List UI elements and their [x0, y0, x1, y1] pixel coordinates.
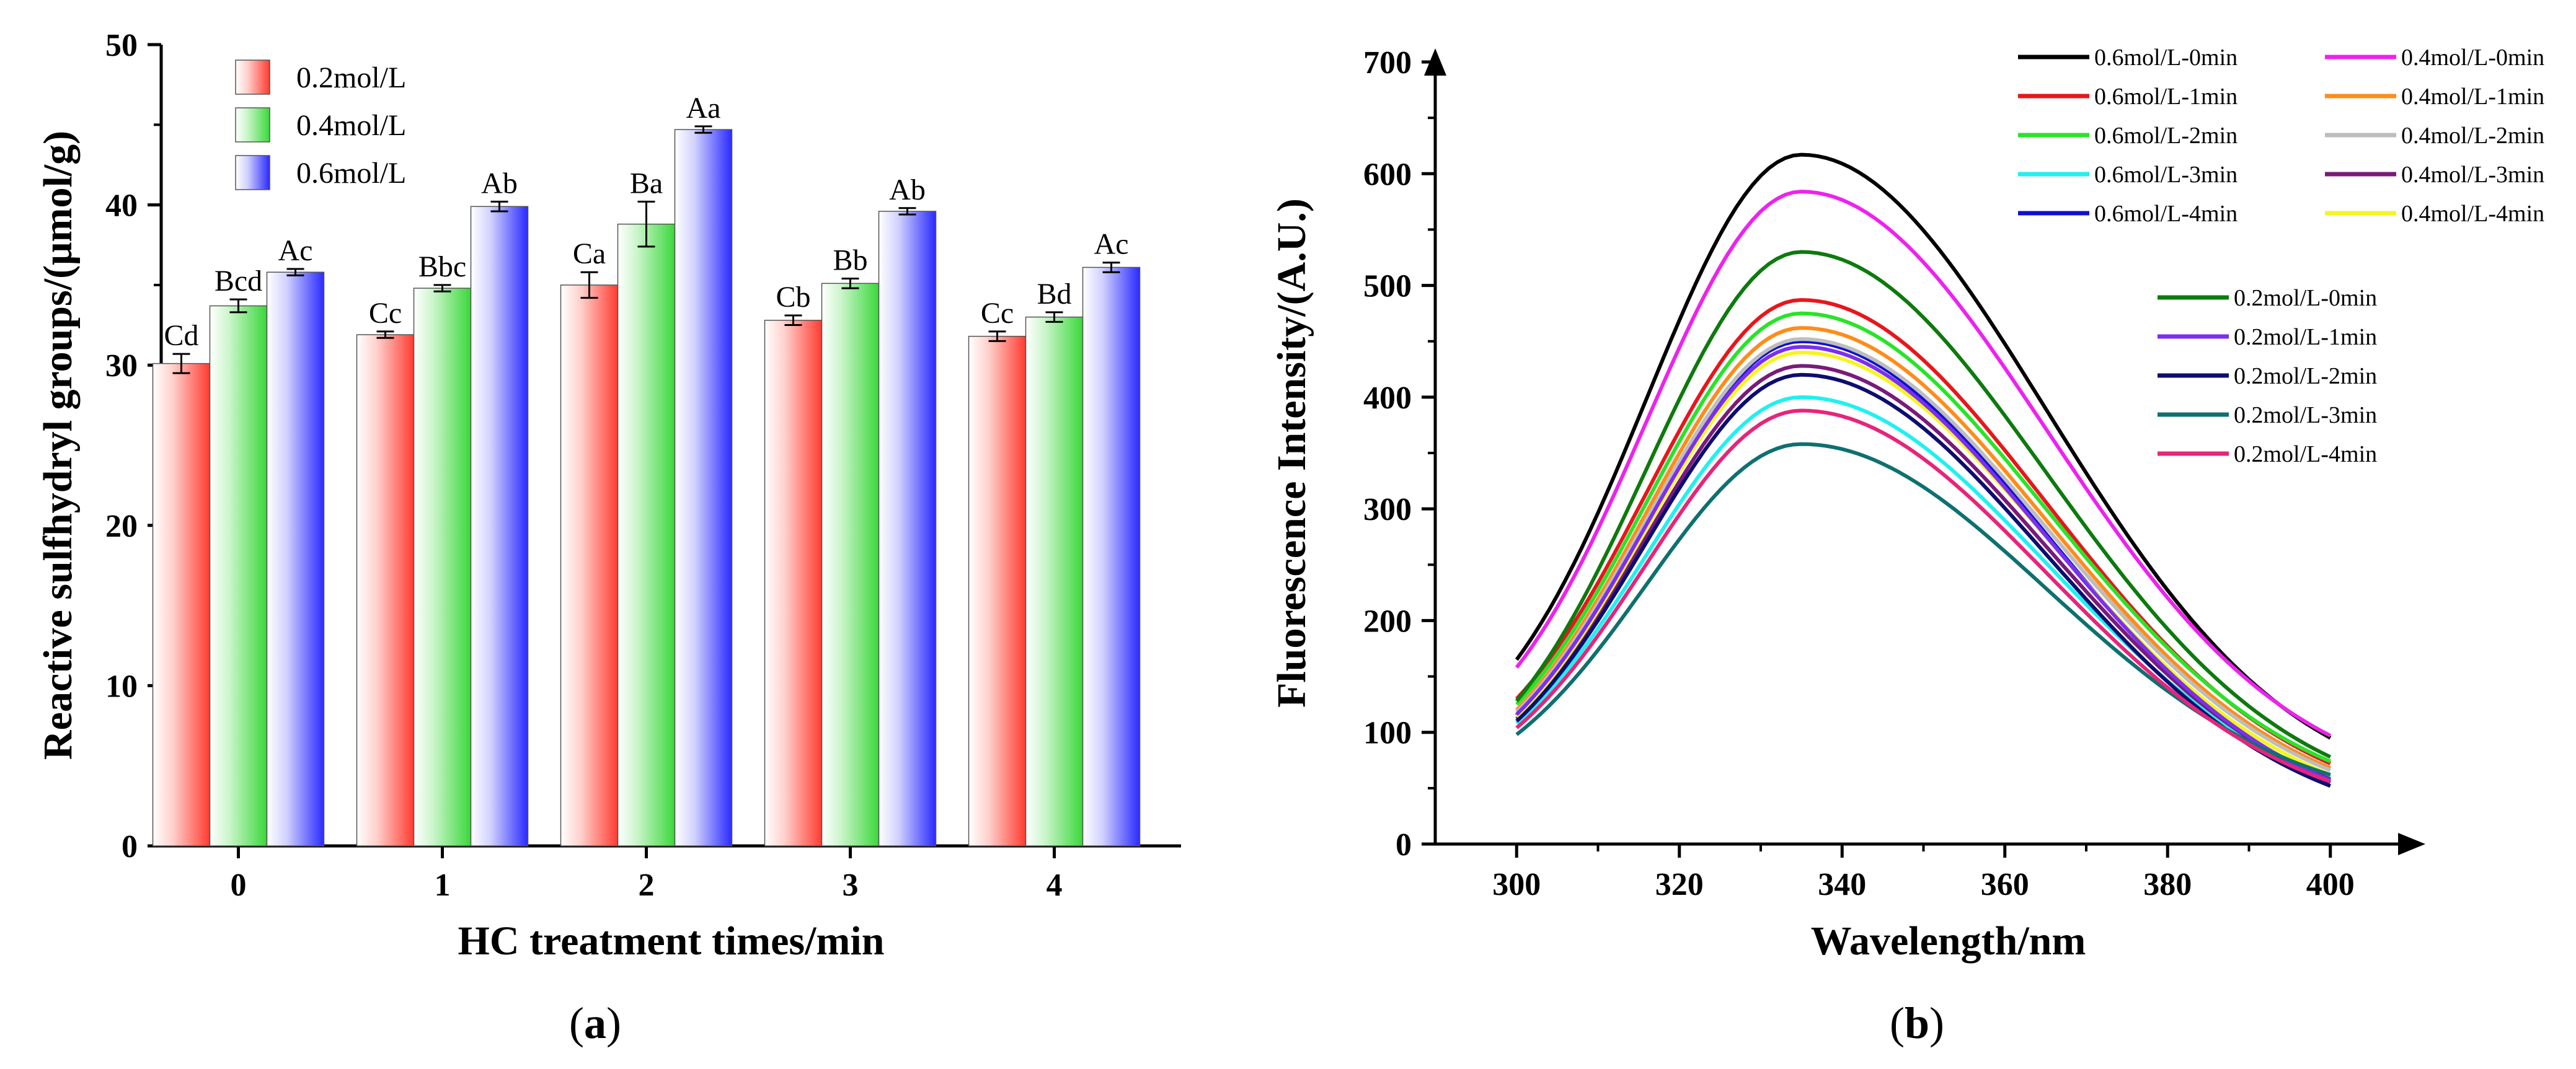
x-tick-label: 400: [2306, 867, 2355, 902]
significance-label: Bcd: [215, 265, 262, 297]
bar-chart-panel-a: 0 10 20 30 40 50 0 Cd Bcd Ac 1 Cc Bbc Ab 2 Ca Ba Aa 3 Cb Bb A…: [35, 28, 1181, 964]
y-tick-label: 100: [1363, 716, 1412, 751]
significance-label: Cb: [776, 281, 810, 314]
bar: [878, 211, 937, 847]
legend-label: 0.2mol/L-1min: [2234, 324, 2377, 350]
legend-label: 0.2mol/L: [296, 61, 406, 94]
spectrum-line: [1515, 337, 2331, 772]
y-tick-label: 400: [1363, 381, 1412, 416]
bar: [152, 363, 211, 847]
significance-label: Ba: [630, 167, 663, 200]
legend-label: 0.6mol/L: [296, 157, 406, 190]
x-tick-label: 4: [1047, 868, 1063, 903]
spectrum-line: [1515, 372, 2331, 788]
x-tick-label: 380: [2143, 867, 2192, 902]
bar: [266, 271, 325, 847]
line-chart-panel-b: 0 100 200 300 400 500 600 700 300 320 340 360 380 400…: [1269, 45, 2544, 964]
y-tick-label: 20: [105, 509, 138, 544]
legend-label: 0.4mol/L-2min: [2401, 123, 2544, 149]
y-axis-title: Fluorescence Intensity/(A.U.): [1269, 198, 1314, 708]
legend-label: 0.6mol/L-3min: [2094, 162, 2237, 188]
bar: [560, 284, 619, 847]
y-axis-title: Reactive sulfhydryl groups/(μmol/g): [35, 131, 81, 760]
y-tick-label: 300: [1363, 492, 1412, 527]
legend-label: 0.6mol/L-0min: [2094, 45, 2237, 71]
bar: [968, 335, 1027, 847]
bar: [617, 223, 676, 847]
significance-label: Ca: [573, 237, 606, 270]
x-tick-label: 300: [1492, 867, 1541, 902]
y-tick-label: 500: [1363, 269, 1412, 304]
legend-swatch: [235, 107, 270, 143]
significance-label: Bbc: [418, 250, 466, 283]
bar: [764, 320, 823, 847]
legend-label: 0.4mol/L-1min: [2401, 84, 2544, 110]
y-tick-label: 600: [1363, 157, 1412, 192]
legend-label: 0.2mol/L-2min: [2234, 363, 2377, 389]
legend-label: 0.6mol/L-2min: [2094, 123, 2237, 149]
legend-label: 0.2mol/L-3min: [2234, 402, 2377, 428]
x-tick-label: 340: [1818, 867, 1866, 902]
significance-label: Cc: [981, 297, 1014, 330]
spectrum-line: [1515, 364, 2331, 781]
y-tick-label: 50: [105, 28, 138, 63]
legend-label: 0.2mol/L-4min: [2234, 441, 2377, 467]
legend-label: 0.4mol/L: [296, 109, 406, 142]
significance-label: Cc: [369, 297, 402, 330]
spectrum-line: [1515, 350, 2331, 776]
spectrum-line: [1515, 345, 2331, 782]
bar: [470, 206, 529, 847]
significance-label: Bb: [833, 244, 867, 277]
y-tick-label: 700: [1363, 45, 1412, 81]
x-axis-title: Wavelength/nm: [1811, 918, 2086, 964]
spectrum-line: [1515, 250, 2332, 759]
spectrum-line: [1515, 395, 2331, 779]
spectrum-line: [1515, 190, 2332, 737]
spectrum-line: [1515, 311, 2331, 763]
panel-label-b: (b): [1890, 998, 1944, 1048]
legend-label: 0.6mol/L-1min: [2094, 84, 2237, 110]
significance-label: Ac: [1094, 228, 1129, 261]
bar: [413, 288, 472, 847]
x-axis-arrow: [2398, 833, 2425, 855]
x-tick-label: 1: [435, 868, 451, 903]
y-tick-label: 200: [1363, 604, 1412, 639]
y-tick-label: 30: [105, 348, 138, 384]
panel-label-a: (a): [569, 998, 621, 1048]
bar: [821, 283, 880, 847]
legend-label: 0.4mol/L-3min: [2401, 162, 2544, 188]
x-axis-title: HC treatment times/min: [458, 918, 885, 964]
significance-label: Aa: [686, 92, 721, 125]
bar: [209, 305, 268, 847]
y-tick-label: 40: [105, 188, 138, 224]
x-tick-label: 3: [843, 868, 859, 903]
x-tick-label: 320: [1655, 867, 1704, 902]
legend-label: 0.2mol/L-0min: [2234, 285, 2377, 311]
bar: [674, 129, 733, 847]
spectrum-line: [1515, 326, 2331, 770]
bar: [1025, 316, 1084, 847]
legend-label: 0.6mol/L-4min: [2094, 201, 2237, 227]
significance-label: Ab: [481, 167, 518, 200]
y-tick-label: 0: [122, 829, 138, 864]
y-tick-label: 10: [105, 669, 138, 704]
spectrum-line: [1515, 152, 2332, 740]
y-tick-label: 0: [1396, 827, 1412, 863]
legend-swatch: [235, 59, 270, 95]
bar: [1082, 266, 1141, 847]
x-tick-label: 2: [639, 868, 655, 903]
x-tick-label: 360: [1981, 867, 2029, 902]
x-tick-label: 0: [231, 868, 247, 903]
significance-label: Ac: [278, 234, 313, 267]
legend-label: 0.4mol/L-4min: [2401, 201, 2544, 227]
spectrum-line: [1515, 408, 2331, 783]
significance-label: Bd: [1037, 278, 1071, 310]
legend-swatch: [235, 155, 270, 190]
bar: [356, 334, 415, 847]
significance-label: Cd: [164, 319, 198, 352]
significance-label: Ab: [889, 174, 926, 206]
legend-label: 0.4mol/L-0min: [2401, 45, 2544, 71]
spectrum-line: [1515, 442, 2331, 777]
